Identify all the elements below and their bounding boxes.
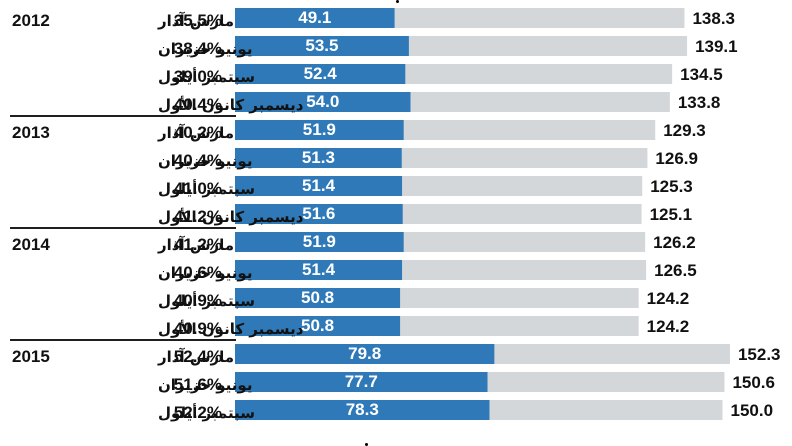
month-label: يونيو حزيران	[158, 152, 252, 170]
primary-bar	[235, 232, 404, 252]
month-label: سبتمبر أيلول	[158, 67, 255, 86]
total-value-label: 124.2	[647, 317, 690, 336]
primary-bar	[235, 64, 406, 84]
primary-bar	[235, 344, 495, 364]
primary-value-label: 79.8	[348, 344, 381, 363]
month-label: سبتمبر أيلول	[158, 403, 255, 422]
primary-bar	[235, 92, 411, 112]
percentage-label: 52.2%	[174, 403, 222, 422]
month-label: مارس آذار	[157, 348, 234, 366]
primary-bar	[235, 176, 403, 196]
primary-bar	[235, 204, 403, 224]
percentage-label: 51.6%	[174, 375, 222, 394]
primary-bar	[235, 36, 409, 56]
month-label: يونيو حزيران	[158, 376, 252, 394]
total-value-label: 125.3	[650, 177, 693, 196]
month-label: سبتمبر أيلول	[158, 291, 255, 310]
primary-value-label: 77.7	[345, 372, 378, 391]
year-label: 2013	[12, 123, 50, 142]
primary-bar	[235, 8, 395, 28]
total-value-label: 134.5	[680, 65, 723, 84]
percentage-label: 38.4%	[174, 39, 222, 58]
total-value-label: 126.2	[653, 233, 696, 252]
percentage-label: 41.0%	[174, 179, 222, 198]
percentage-label: 35.5%	[174, 11, 222, 30]
primary-bar	[235, 316, 401, 336]
percentage-label: 40.2%	[174, 123, 222, 142]
primary-value-label: 51.6	[302, 204, 335, 223]
percentage-label: 40.9%	[174, 291, 222, 310]
total-value-label: 138.3	[692, 9, 735, 28]
month-label: مارس آذار	[157, 12, 234, 30]
percentage-label: 40.6%	[174, 263, 222, 282]
total-value-label: 124.2	[647, 289, 690, 308]
month-label: مارس آذار	[157, 236, 234, 254]
percentage-label: 40.9%	[174, 319, 222, 338]
month-label: يونيو حزيران	[158, 40, 252, 58]
primary-bar	[235, 260, 403, 280]
primary-value-label: 50.8	[301, 288, 334, 307]
month-label: ديسمبر كانون الأول	[158, 320, 304, 338]
primary-bar	[235, 372, 488, 392]
total-value-label: 129.3	[663, 121, 706, 140]
total-value-label: 139.1	[695, 37, 738, 56]
primary-value-label: 51.3	[302, 148, 335, 167]
year-label: 2012	[12, 11, 50, 30]
percentage-label: 41.2%	[174, 207, 222, 226]
percentage-label: 39.0%	[174, 67, 222, 86]
total-value-label: 150.0	[731, 401, 774, 420]
total-value-label: 125.1	[650, 205, 693, 224]
total-value-label: 126.9	[655, 149, 698, 168]
month-label: يونيو حزيران	[158, 264, 252, 282]
month-label: ديسمبر كانون الأول	[158, 96, 304, 114]
bottom-dot-marker	[365, 443, 368, 446]
primary-value-label: 53.5	[305, 36, 338, 55]
primary-value-label: 51.9	[303, 120, 336, 139]
month-label: سبتمبر أيلول	[158, 179, 255, 198]
primary-value-label: 51.4	[302, 176, 336, 195]
primary-value-label: 50.8	[301, 316, 334, 335]
total-value-label: 126.5	[654, 261, 697, 280]
month-label: ديسمبر كانون الأول	[158, 208, 304, 226]
month-label: مارس آذار	[157, 124, 234, 142]
primary-value-label: 51.9	[303, 232, 336, 251]
primary-value-label: 51.4	[302, 260, 336, 279]
primary-value-label: 78.3	[346, 400, 379, 419]
top-dot-marker	[396, 0, 399, 3]
primary-value-label: 54.0	[306, 92, 339, 111]
percentage-label: 40.4%	[174, 151, 222, 170]
primary-bar	[235, 148, 402, 168]
percentage-label: 52.4%	[174, 347, 222, 366]
total-value-label: 150.6	[732, 373, 775, 392]
primary-bar	[235, 400, 490, 420]
percentage-label: 41.2%	[174, 235, 222, 254]
primary-bar	[235, 288, 401, 308]
total-value-label: 133.8	[678, 93, 721, 112]
total-value-label: 152.3	[738, 345, 781, 364]
primary-value-label: 52.4	[304, 64, 338, 83]
primary-bar	[235, 120, 404, 140]
year-label: 2014	[12, 235, 50, 254]
primary-value-label: 49.1	[298, 8, 331, 27]
year-label: 2015	[12, 347, 50, 366]
percentage-label: 40.4%	[174, 95, 222, 114]
